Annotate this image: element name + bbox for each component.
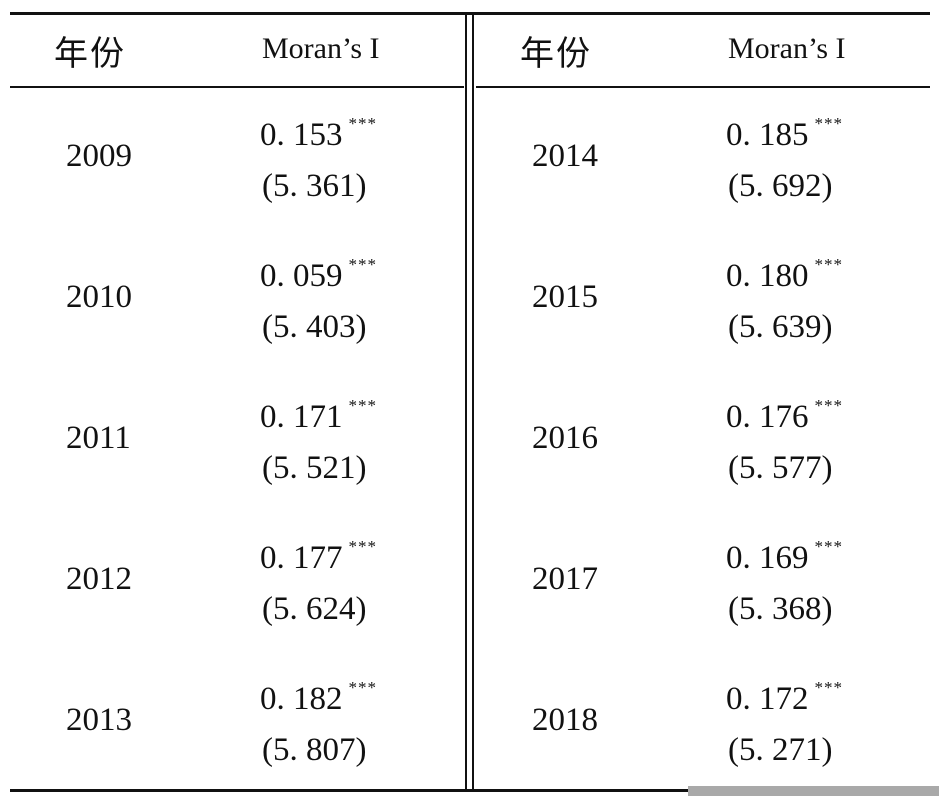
coefficient-value: 0. 169 [726, 540, 809, 576]
coefficient-value: 0. 153 [260, 117, 343, 153]
table-right-half: 年份 Moran’s I 2014 0. 185 *** (5. 692) 201… [476, 12, 930, 792]
z-statistic-cell: (5. 403) [262, 309, 367, 345]
coefficient-value: 0. 172 [726, 681, 809, 717]
significance-stars: *** [348, 255, 377, 274]
year-cell: 2011 [66, 420, 131, 456]
table-header-left: 年份 Moran’s I [10, 12, 464, 86]
table-header-right: 年份 Moran’s I [476, 12, 930, 86]
coefficient-cell: 0. 171 *** [260, 396, 377, 436]
coefficient-cell: 0. 172 *** [726, 678, 843, 718]
table-row: 2013 0. 182 *** (5. 807) [10, 652, 464, 793]
table-row: 2011 0. 171 *** (5. 521) [10, 370, 464, 511]
z-statistic-cell: (5. 639) [728, 309, 833, 345]
year-cell: 2010 [66, 279, 132, 315]
bottom-rule [10, 789, 930, 792]
significance-stars: *** [814, 537, 843, 556]
coefficient-value: 0. 059 [260, 258, 343, 294]
top-rule [10, 12, 930, 15]
coefficient-cell: 0. 180 *** [726, 255, 843, 295]
coefficient-cell: 0. 177 *** [260, 537, 377, 577]
coefficient-value: 0. 171 [260, 399, 343, 435]
year-cell: 2014 [532, 138, 598, 174]
coefficient-value: 0. 182 [260, 681, 343, 717]
coefficient-cell: 0. 169 *** [726, 537, 843, 577]
year-cell: 2015 [532, 279, 598, 315]
significance-stars: *** [814, 114, 843, 133]
table-row: 2010 0. 059 *** (5. 403) [10, 229, 464, 370]
coefficient-cell: 0. 182 *** [260, 678, 377, 718]
significance-stars: *** [814, 255, 843, 274]
year-cell: 2017 [532, 561, 598, 597]
table-row: 2015 0. 180 *** (5. 639) [476, 229, 930, 370]
z-statistic-cell: (5. 361) [262, 168, 367, 204]
z-statistic-cell: (5. 624) [262, 591, 367, 627]
table-row: 2017 0. 169 *** (5. 368) [476, 511, 930, 652]
table-row: 2016 0. 176 *** (5. 577) [476, 370, 930, 511]
coefficient-cell: 0. 185 *** [726, 114, 843, 154]
coefficient-cell: 0. 176 *** [726, 396, 843, 436]
significance-stars: *** [814, 678, 843, 697]
moran-column-header: Moran’s I [262, 32, 380, 65]
year-cell: 2009 [66, 138, 132, 174]
significance-stars: *** [348, 396, 377, 415]
z-statistic-cell: (5. 807) [262, 732, 367, 768]
coefficient-value: 0. 177 [260, 540, 343, 576]
z-statistic-cell: (5. 577) [728, 450, 833, 486]
table-row: 2014 0. 185 *** (5. 692) [476, 88, 930, 229]
grey-overlay-strip [688, 786, 939, 796]
year-cell: 2013 [66, 702, 132, 738]
significance-stars: *** [348, 114, 377, 133]
table-row: 2009 0. 153 *** (5. 361) [10, 88, 464, 229]
significance-stars: *** [348, 678, 377, 697]
year-cell: 2012 [66, 561, 132, 597]
header-rule-left [10, 86, 464, 88]
z-statistic-cell: (5. 692) [728, 168, 833, 204]
moran-column-header: Moran’s I [728, 32, 846, 65]
coefficient-value: 0. 176 [726, 399, 809, 435]
double-divider-line-1 [465, 12, 467, 792]
coefficient-value: 0. 180 [726, 258, 809, 294]
coefficient-cell: 0. 153 *** [260, 114, 377, 154]
year-cell: 2016 [532, 420, 598, 456]
year-cell: 2018 [532, 702, 598, 738]
significance-stars: *** [814, 396, 843, 415]
table-body-right: 2014 0. 185 *** (5. 692) 2015 0. 180 *** (… [476, 88, 930, 793]
table-left-half: 年份 Moran’s I 2009 0. 153 *** (5. 361) 201… [10, 12, 464, 792]
coefficient-value: 0. 185 [726, 117, 809, 153]
table-row: 2012 0. 177 *** (5. 624) [10, 511, 464, 652]
table-body-left: 2009 0. 153 *** (5. 361) 2010 0. 059 *** (… [10, 88, 464, 793]
double-divider-line-2 [472, 12, 474, 792]
header-rule-right [476, 86, 930, 88]
z-statistic-cell: (5. 521) [262, 450, 367, 486]
z-statistic-cell: (5. 368) [728, 591, 833, 627]
year-column-header: 年份 [520, 34, 592, 74]
year-column-header: 年份 [54, 34, 126, 74]
z-statistic-cell: (5. 271) [728, 732, 833, 768]
significance-stars: *** [348, 537, 377, 556]
moran-table: 年份 Moran’s I 2009 0. 153 *** (5. 361) 201… [10, 12, 930, 792]
table-row: 2018 0. 172 *** (5. 271) [476, 652, 930, 793]
coefficient-cell: 0. 059 *** [260, 255, 377, 295]
